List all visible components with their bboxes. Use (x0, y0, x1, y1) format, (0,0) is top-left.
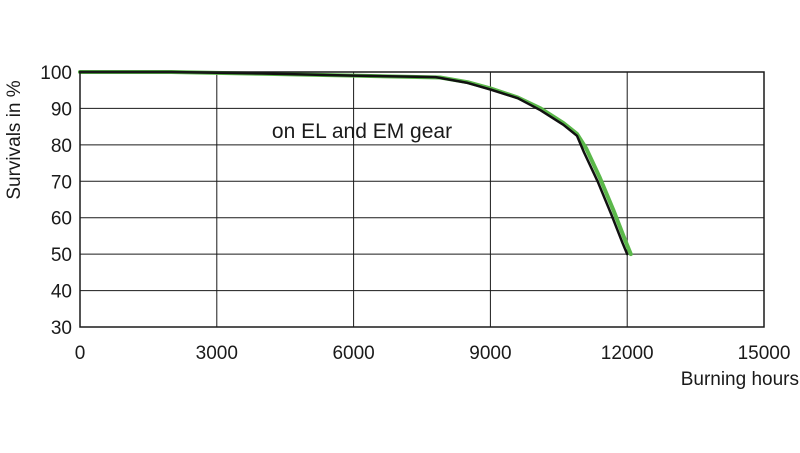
plot-frame (79, 71, 765, 328)
x-axis-title: Burning hours (681, 369, 799, 390)
y-tick-label: 90 (51, 99, 72, 120)
y-tick-label: 100 (40, 63, 72, 84)
x-tick-label: 15000 (738, 343, 791, 364)
x-tick-label: 6000 (332, 343, 374, 364)
y-tick-label: 30 (51, 318, 72, 339)
x-tick-label: 0 (75, 343, 86, 364)
survival-series-line-2 (78, 70, 629, 256)
tick-labels: 0 3000 6000 9000 12000 15000 30 40 50 60 70 80 90 100 (40, 63, 790, 364)
survival-series-line-1 (78, 70, 633, 257)
chart-annotation: on EL and EM gear (272, 120, 452, 143)
y-tick-label: 40 (51, 282, 72, 303)
x-tick-label: 3000 (196, 343, 238, 364)
y-axis-title: Survivals in % (4, 80, 25, 199)
x-tick-label: 12000 (601, 343, 654, 364)
y-tick-label: 50 (51, 245, 72, 266)
y-tick-label: 80 (51, 136, 72, 157)
x-tick-label: 9000 (469, 343, 511, 364)
y-tick-label: 70 (51, 172, 72, 193)
y-tick-label: 60 (51, 209, 72, 230)
grid-lines (80, 72, 764, 327)
series-layer (78, 70, 633, 257)
